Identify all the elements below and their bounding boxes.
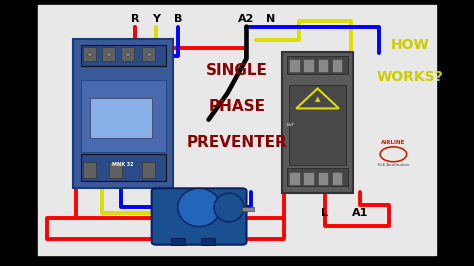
Bar: [318, 172, 328, 185]
Text: ▲: ▲: [315, 96, 320, 102]
Text: AIRLINE: AIRLINE: [381, 140, 406, 145]
Bar: [289, 172, 300, 185]
Bar: [142, 162, 155, 178]
Ellipse shape: [87, 53, 93, 56]
Bar: [332, 59, 342, 72]
Text: HOW: HOW: [391, 38, 429, 52]
Text: A1: A1: [352, 208, 368, 218]
Bar: [303, 172, 314, 185]
Ellipse shape: [125, 53, 131, 56]
Text: A2: A2: [238, 14, 255, 24]
Bar: [287, 168, 348, 186]
FancyBboxPatch shape: [152, 188, 246, 245]
Ellipse shape: [214, 193, 244, 222]
Text: B: B: [173, 14, 182, 24]
Bar: [242, 207, 254, 211]
Bar: [81, 80, 166, 152]
FancyBboxPatch shape: [282, 52, 353, 193]
Bar: [201, 238, 215, 245]
Text: PHASE: PHASE: [209, 99, 265, 114]
Ellipse shape: [146, 53, 152, 56]
Bar: [142, 47, 155, 61]
Bar: [332, 172, 342, 185]
FancyBboxPatch shape: [38, 5, 436, 255]
Bar: [83, 162, 96, 178]
Bar: [289, 59, 300, 72]
Bar: [303, 59, 314, 72]
Bar: [287, 56, 348, 74]
Text: R: R: [131, 14, 139, 24]
Text: L&T: L&T: [287, 123, 295, 127]
Text: SINGLE: SINGLE: [206, 63, 268, 78]
Bar: [81, 45, 166, 66]
Text: Y: Y: [153, 14, 160, 24]
Bar: [109, 162, 122, 178]
Text: N: N: [265, 14, 275, 24]
Text: PREVENTER: PREVENTER: [187, 135, 287, 150]
Bar: [318, 59, 328, 72]
Bar: [289, 85, 346, 165]
Bar: [81, 154, 166, 181]
Text: WORKS?: WORKS?: [377, 70, 443, 84]
Ellipse shape: [178, 188, 220, 227]
Text: ELK Automation: ELK Automation: [378, 163, 409, 167]
Bar: [171, 238, 185, 245]
FancyBboxPatch shape: [73, 39, 173, 188]
Ellipse shape: [106, 53, 112, 56]
Text: L: L: [321, 208, 328, 218]
Bar: [121, 47, 134, 61]
Bar: [90, 98, 152, 138]
Text: MNX 32: MNX 32: [112, 163, 134, 167]
Bar: [83, 47, 96, 61]
Bar: [102, 47, 115, 61]
